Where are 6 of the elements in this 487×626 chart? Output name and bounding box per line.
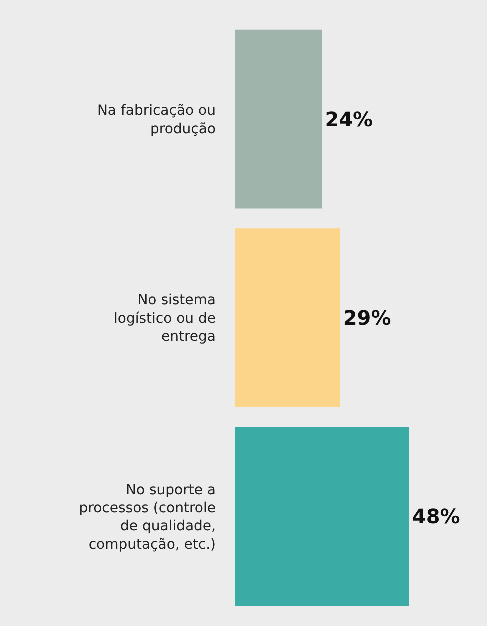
data-label: 24% [325,107,374,132]
y-tick-label: No suporte a processos (controle de qualidade, computação, etc.) [79,482,216,553]
data-label: 48% [412,504,460,529]
data-label: 29% [343,306,392,330]
y-tick-label: Na fabricação ou produção [97,103,216,138]
y-tick-label: No sistema logístico ou de entrega [114,292,216,346]
